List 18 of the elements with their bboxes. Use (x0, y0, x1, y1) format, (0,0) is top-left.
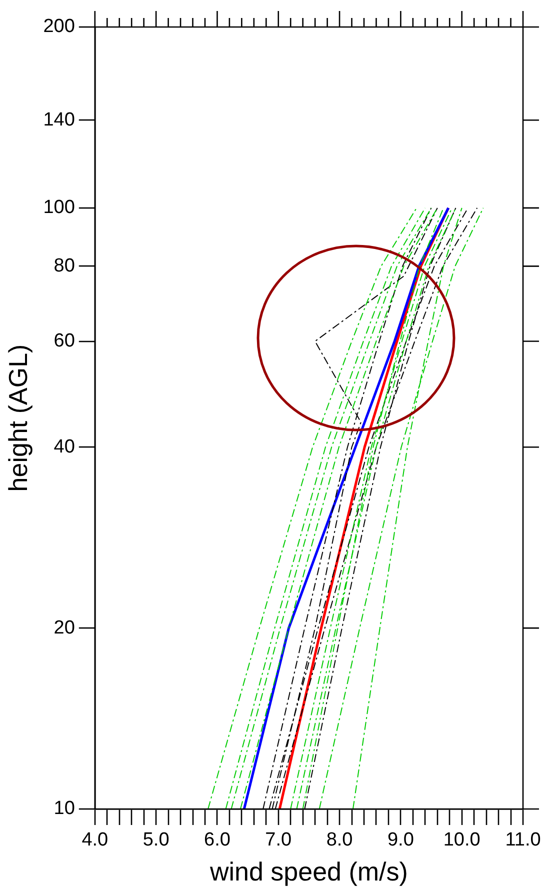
y-tick-label: 10 (54, 798, 75, 820)
y-tick-label: 140 (43, 109, 75, 130)
y-tick-label: 20 (54, 617, 75, 638)
y-tick-label: 100 (43, 197, 75, 218)
x-tick-label: 9.0 (387, 830, 414, 851)
x-tick-label: 11.0 (505, 830, 541, 851)
x-tick-label: 10.0 (443, 830, 480, 851)
y-tick-label: 60 (54, 330, 75, 352)
x-tick-label: 7.0 (265, 830, 292, 851)
x-tick-label: 5.0 (142, 830, 170, 851)
x-tick-label: 8.0 (326, 830, 353, 851)
x-axis-title: wind speed (m/s) (208, 856, 408, 887)
x-tick-label: 6.0 (204, 830, 230, 851)
y-axis-title: height (AGL) (2, 344, 33, 492)
y-tick-label: 200 (43, 16, 75, 38)
y-tick-label: 80 (54, 255, 75, 276)
x-tick-label: 4.0 (82, 830, 108, 851)
y-tick-label: 40 (54, 436, 75, 458)
